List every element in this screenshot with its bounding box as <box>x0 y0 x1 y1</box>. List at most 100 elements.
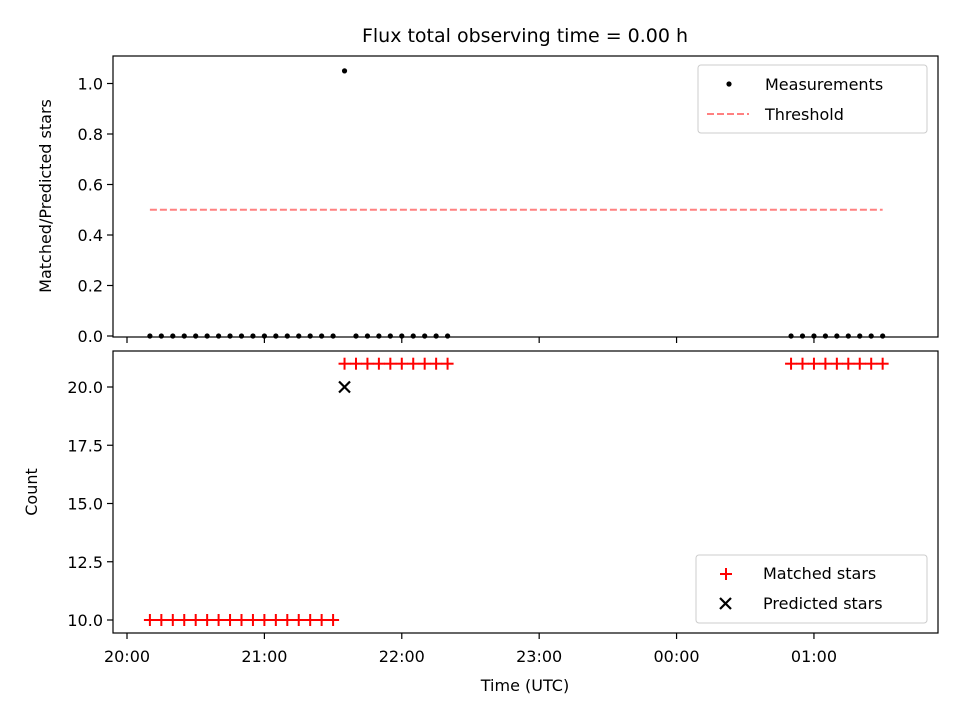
top-y-tick-label: 0.6 <box>78 176 103 195</box>
bottom-x-tick-label: 00:00 <box>654 647 700 666</box>
matched-star-point <box>407 357 420 370</box>
bottom-legend-box <box>695 554 928 624</box>
measurement-point <box>330 333 336 339</box>
top-y-tick-label: 0.2 <box>78 277 103 296</box>
measurement-point <box>204 333 210 339</box>
top-legend: Measurements Threshold <box>697 64 928 134</box>
legend-matched-stars: Matched stars <box>763 564 876 583</box>
measurement-point <box>845 333 851 339</box>
measurement-point <box>422 333 428 339</box>
bottom-x-axis: 20:00 21:00 22:00 23:00 00:00 01:00 <box>104 633 837 666</box>
measurement-point <box>215 333 222 339</box>
matched-star-point <box>395 357 408 370</box>
measurement-point <box>181 333 187 339</box>
matched-star-point <box>796 357 809 370</box>
matched-star-point <box>212 614 225 626</box>
bottom-plot-marks <box>143 357 889 626</box>
matched-star-point <box>292 614 305 626</box>
measurement-point <box>399 333 405 339</box>
measurement-point <box>307 333 313 339</box>
top-y-tick-label: 0.4 <box>78 226 103 245</box>
top-y-axis-label: Matched/Predicted stars <box>36 99 55 293</box>
bottom-x-tick-label: 01:00 <box>791 647 837 666</box>
top-legend-box <box>697 64 928 134</box>
matched-star-point <box>441 357 454 370</box>
matched-star-point <box>235 614 248 626</box>
measurement-point <box>193 333 199 339</box>
chart-title: Flux total observing time = 0.00 h <box>362 25 688 47</box>
matched-star-point <box>830 357 843 370</box>
top-y-tick-label: 0.0 <box>78 327 103 346</box>
top-plot-frame <box>112 55 939 338</box>
matched-star-point <box>143 614 156 626</box>
measurement-point <box>147 333 153 339</box>
predicted-legend-marker <box>719 597 732 610</box>
measurement-point <box>261 333 267 339</box>
measurement-point <box>341 68 348 74</box>
matched-star-point <box>281 614 294 626</box>
measurement-point <box>788 333 794 339</box>
legend-measurements: Measurements <box>765 75 883 94</box>
legend-threshold: Threshold <box>764 105 844 124</box>
matched-star-point <box>372 357 385 370</box>
bottom-y-tick-label: 20.0 <box>67 378 103 397</box>
matched-star-point <box>865 357 878 370</box>
measurement-point <box>364 333 371 339</box>
matched-star-point <box>315 614 328 626</box>
measurement-point <box>319 333 325 339</box>
matched-star-point <box>349 357 362 370</box>
matched-star-point <box>201 614 214 626</box>
measurement-point <box>376 333 382 339</box>
measurement-point <box>868 333 874 339</box>
matched-star-point <box>269 614 282 626</box>
top-y-axis: 0.0 0.2 0.4 0.6 0.8 1.0 <box>78 75 113 346</box>
matched-star-point <box>842 357 855 370</box>
bottom-x-tick-label: 20:00 <box>104 647 150 666</box>
measurement-point <box>273 333 279 339</box>
measurements-legend-marker <box>726 81 732 87</box>
measurement-point <box>799 333 806 339</box>
bottom-y-tick-label: 17.5 <box>67 436 103 455</box>
predicted-star-point <box>338 380 351 394</box>
bottom-x-tick-label: 23:00 <box>516 647 562 666</box>
top-plot: 0.0 0.2 0.4 0.6 0.8 1.0 Matched/Predicted sta… <box>36 55 939 346</box>
x-axis-label: Time (UTC) <box>480 676 569 695</box>
matched-star-point <box>246 614 259 626</box>
measurement-point <box>353 333 359 339</box>
matched-star-point <box>853 357 866 370</box>
measurement-point <box>811 333 817 339</box>
bottom-x-tick-label: 22:00 <box>379 647 425 666</box>
measurement-point <box>158 333 164 339</box>
measurement-point <box>444 333 451 339</box>
matched-legend-marker <box>720 568 732 580</box>
matched-star-point <box>819 357 832 370</box>
matched-star-point <box>338 357 351 370</box>
measurement-point <box>834 333 840 339</box>
measurement-point <box>880 333 886 339</box>
matched-star-point <box>361 357 374 370</box>
matched-star-point <box>189 614 202 626</box>
top-plot-marks <box>147 68 886 339</box>
measurement-point <box>410 333 416 339</box>
measurement-point <box>857 333 863 339</box>
matched-star-point <box>155 614 168 626</box>
bottom-x-tick-label: 21:00 <box>241 647 287 666</box>
measurement-point <box>238 333 245 339</box>
bottom-y-axis-label: Count <box>22 468 41 516</box>
matched-star-point <box>304 614 317 626</box>
legend-predicted-stars: Predicted stars <box>763 594 883 613</box>
matched-star-point <box>224 614 237 626</box>
matched-star-point <box>258 614 271 626</box>
bottom-y-tick-label: 15.0 <box>67 495 103 514</box>
measurement-point <box>284 333 290 339</box>
bottom-y-axis: 10.0 12.5 15.0 17.5 20.0 <box>67 378 113 630</box>
measurement-point <box>387 333 393 339</box>
bottom-y-tick-label: 12.5 <box>67 553 103 572</box>
measurement-point <box>170 333 176 339</box>
measurement-point <box>822 333 829 339</box>
top-y-tick-label: 0.8 <box>78 125 103 144</box>
matched-star-point <box>327 614 340 626</box>
measurement-point <box>250 333 256 339</box>
matched-star-point <box>166 614 179 626</box>
